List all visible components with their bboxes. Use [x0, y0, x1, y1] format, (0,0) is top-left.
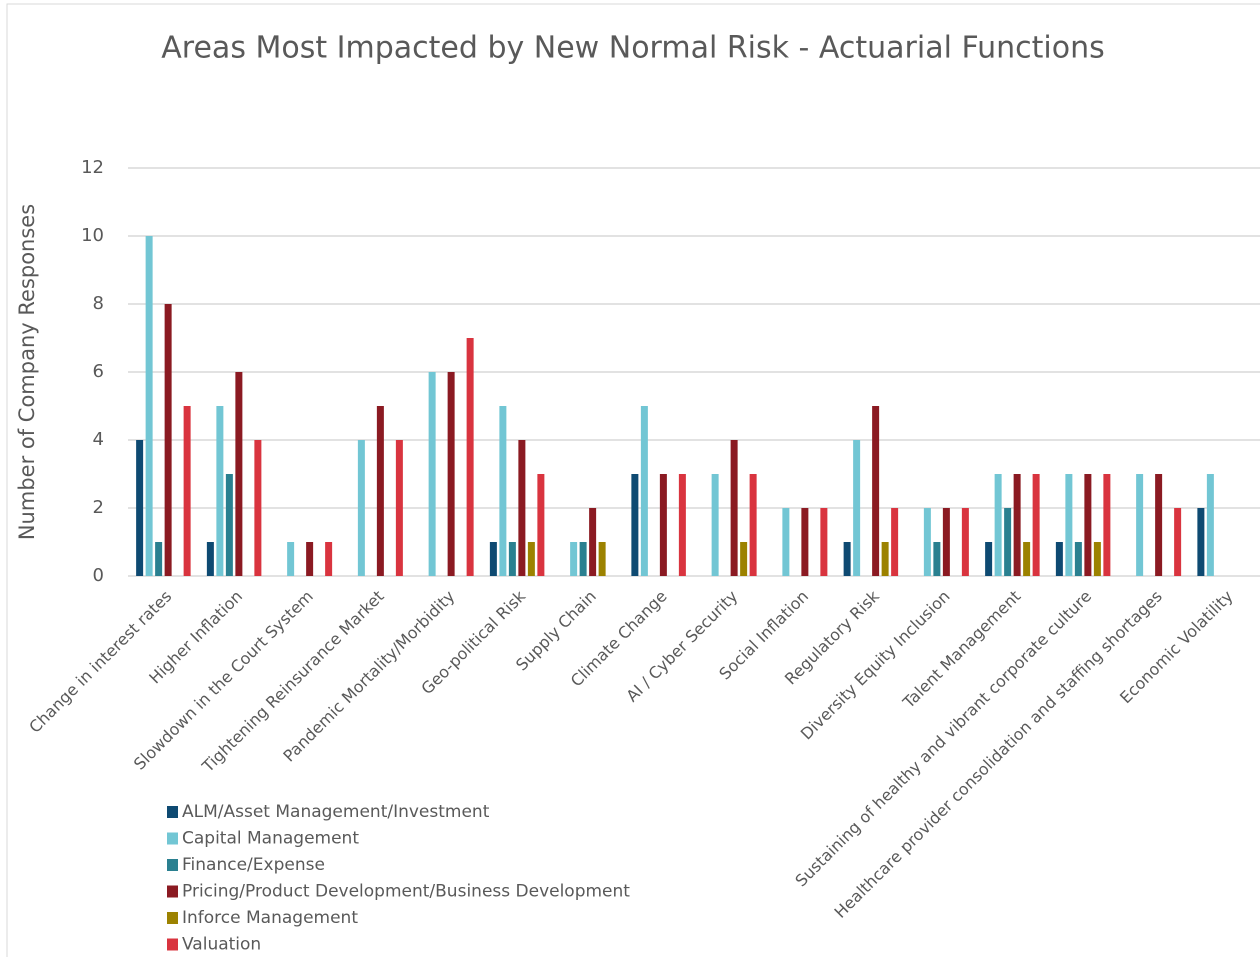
y-tick-label: 10: [81, 225, 104, 246]
bar: [942, 508, 950, 576]
bar: [678, 474, 686, 576]
bar: [1174, 508, 1182, 576]
bar: [254, 440, 262, 576]
bar: [206, 542, 214, 576]
legend-label: Capital Management: [182, 829, 359, 849]
y-tick-label: 4: [93, 429, 104, 450]
bar: [145, 236, 153, 576]
bar: [589, 508, 597, 576]
bar: [306, 542, 314, 576]
x-tick-label: Change in interest rates: [25, 587, 175, 737]
bar: [891, 508, 899, 576]
bar: [1197, 508, 1205, 576]
y-tick-label: 8: [93, 293, 104, 314]
bar: [164, 304, 172, 576]
y-tick-label: 2: [93, 497, 104, 518]
bar: [466, 338, 474, 576]
legend-swatch: [167, 832, 178, 845]
bar: [801, 508, 809, 576]
bar: [225, 474, 233, 576]
legend-label: Inforce Management: [182, 908, 358, 928]
bar: [527, 542, 535, 576]
bar: [235, 372, 243, 576]
bar: [287, 542, 295, 576]
bar: [489, 542, 497, 576]
legend-label: Finance/Expense: [182, 855, 325, 875]
bar: [730, 440, 738, 576]
bar: [933, 542, 941, 576]
y-tick-label: 0: [93, 565, 104, 586]
y-tick-label: 12: [81, 157, 104, 178]
bar: [518, 440, 526, 576]
bar: [853, 440, 861, 576]
bar: [570, 542, 578, 576]
bar: [1103, 474, 1111, 576]
x-tick-label: Talent Management: [898, 587, 1024, 713]
bar: [1155, 474, 1163, 576]
bar: [1065, 474, 1073, 576]
bar: [357, 440, 365, 576]
bar: [499, 406, 507, 576]
bar: [598, 542, 606, 576]
bar: [1084, 474, 1092, 576]
legend-swatch: [167, 806, 178, 818]
bar: [325, 542, 333, 576]
bar: [579, 542, 587, 576]
bar: [216, 406, 224, 576]
bar: [508, 542, 516, 576]
y-axis-label: Number of Company Responses: [15, 204, 39, 540]
bar: [395, 440, 403, 576]
chart-title: Areas Most Impacted by New Normal Risk -…: [161, 31, 1104, 66]
legend-swatch: [167, 885, 178, 898]
bar: [1074, 542, 1082, 576]
bar: [640, 406, 648, 576]
bar: [843, 542, 851, 576]
bar: [631, 474, 639, 576]
bar: [1136, 474, 1144, 576]
bar: [1013, 474, 1021, 576]
bar: [376, 406, 384, 576]
bar: [659, 474, 667, 576]
bar: [749, 474, 757, 576]
chart-border: [6, 3, 1260, 957]
bar: [923, 508, 931, 576]
bar: [1206, 474, 1214, 576]
x-tick-label: Diversity Equity Inclusion: [797, 587, 954, 744]
legend-swatch: [167, 859, 178, 871]
bar: [1023, 542, 1031, 576]
bar: [994, 474, 1002, 576]
bar: [1093, 542, 1101, 576]
bar: [985, 542, 993, 576]
x-tick-label: Healthcare provider consolidation and st…: [831, 587, 1166, 922]
bar: [961, 508, 969, 576]
y-tick-label: 6: [93, 361, 104, 382]
bar: [740, 542, 748, 576]
bar: [447, 372, 455, 576]
bar: [155, 542, 163, 576]
bar: [136, 440, 144, 576]
bar: [711, 474, 719, 576]
bar: [428, 372, 436, 576]
bar: [872, 406, 880, 576]
bar: [537, 474, 545, 576]
legend-label: Pricing/Product Development/Business Dev…: [182, 882, 630, 902]
bar: [1055, 542, 1063, 576]
bar: [1032, 474, 1040, 576]
legend-label: ALM/Asset Management/Investment: [182, 802, 490, 822]
bar: [1004, 508, 1012, 576]
legend-swatch: [167, 912, 178, 924]
bar: [782, 508, 790, 576]
legend-label: Valuation: [182, 935, 261, 955]
bar: [183, 406, 191, 576]
bar: [820, 508, 828, 576]
legend-swatch: [167, 938, 178, 951]
bar: [881, 542, 889, 576]
